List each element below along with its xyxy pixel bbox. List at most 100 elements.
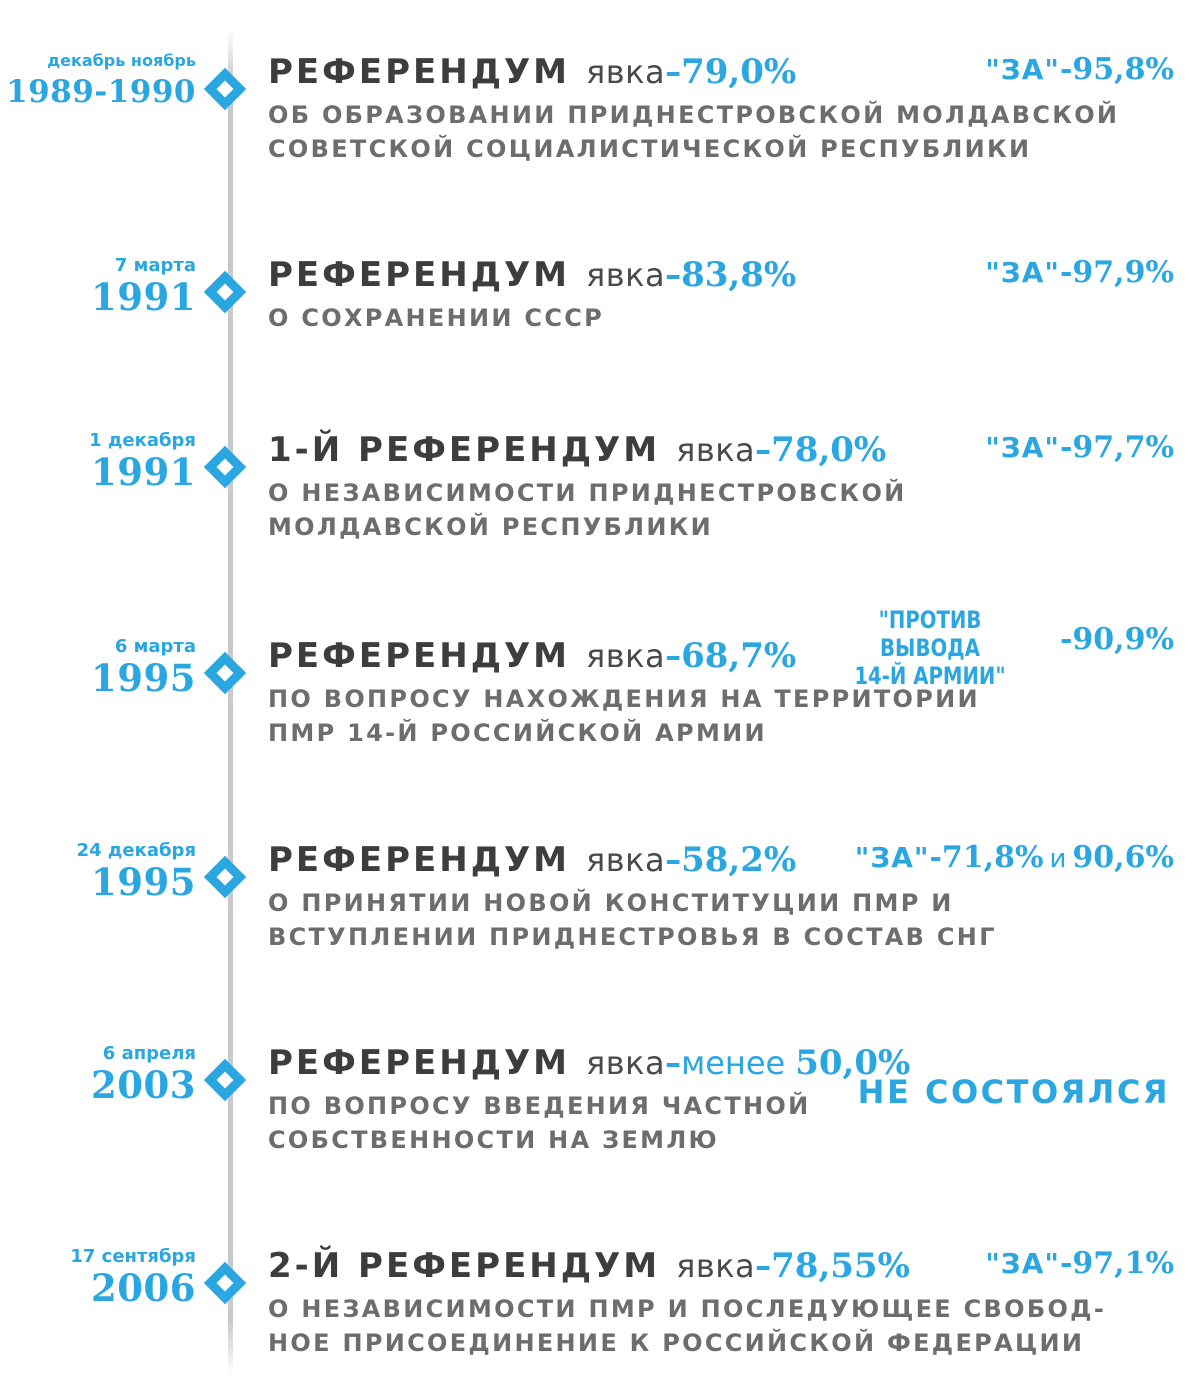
turnout-value: 83,8% [681, 255, 797, 295]
description-line: О СОХРАНЕНИИ СССР [268, 304, 605, 332]
entry-heading: 1-Й РЕФЕРЕНДУМ явка–78,0% [268, 430, 886, 474]
referendum-description: ПО ВОПРОСУ НАХОЖДЕНИЯ НА ТЕРРИТОРИИ ПМР … [268, 682, 980, 750]
turnout-value: 79,0% [681, 52, 797, 92]
entry-date: 6 апреля 2003 [91, 1043, 196, 1105]
entry-date-day: 1 декабря [89, 430, 196, 451]
timeline-line [228, 30, 233, 1375]
turnout-dash: – [755, 1247, 772, 1285]
referendum-title: РЕФЕРЕНДУМ [268, 52, 571, 92]
result-label: "ЗА" [985, 1247, 1060, 1280]
turnout-dash: – [665, 1044, 682, 1082]
entry-date-day: декабрь ноябрь [47, 51, 196, 70]
referendum-description: О НЕЗАВИСИМОСТИ ПРИДНЕСТРОВСКОЙ МОЛДАВСК… [268, 476, 907, 544]
description-line: ВСТУПЛЕНИИ ПРИДНЕСТРОВЬЯ В СОСТАВ СНГ [268, 923, 997, 951]
turnout-dash: – [665, 841, 682, 879]
vote-result: "ЗА"-97,7% [985, 430, 1174, 465]
entry-date-year: 1989-1990 [6, 74, 196, 110]
result-label: "ЗА" [985, 431, 1060, 464]
entry-date: 17 сентября 2006 [70, 1246, 196, 1308]
referendum-title: 2-Й РЕФЕРЕНДУМ [268, 1246, 661, 1286]
description-line: ПМР 14-Й РОССИЙСКОЙ АРМИИ [268, 719, 767, 747]
diamond-marker-icon [203, 1058, 247, 1102]
entry-heading: РЕФЕРЕНДУМ явка–68,7% [268, 636, 796, 680]
entry-date-day: 7 марта [114, 255, 196, 276]
result-value-second: 90,6% [1072, 840, 1174, 875]
entry-date: 6 марта 1995 [91, 636, 196, 698]
diamond-marker-icon [203, 445, 247, 489]
entry-heading: РЕФЕРЕНДУМ явка–79,0% [268, 52, 796, 96]
entry-date-day: 24 декабря [76, 840, 196, 861]
diamond-marker-icon [203, 855, 247, 899]
referendum-description: О СОХРАНЕНИИ СССР [268, 301, 604, 335]
turnout-value: 50,0% [795, 1043, 911, 1083]
description-line: МОЛДАВСКОЙ РЕСПУБЛИКИ [268, 513, 714, 541]
turnout-dash: – [665, 637, 682, 675]
result-value: -97,9% [1059, 255, 1174, 290]
vote-result: "ЗА"-97,9% [985, 255, 1174, 290]
result-label: "ЗА" [985, 256, 1060, 289]
turnout-value: 58,2% [681, 840, 797, 880]
result-value: -97,7% [1059, 430, 1174, 465]
result-label-line: 14-Й АРМИИ" [854, 662, 1006, 690]
entry-date-day: 6 апреля [102, 1043, 196, 1064]
entry-date: 24 декабря 1995 [77, 840, 196, 902]
referendum-title: 1-Й РЕФЕРЕНДУМ [268, 430, 661, 470]
referendum-title: РЕФЕРЕНДУМ [268, 636, 571, 676]
entry-date: декабрь ноябрь 1989-1990 [6, 50, 196, 112]
vote-result: "ЗА"-95,8% [985, 52, 1174, 87]
referendum-title: РЕФЕРЕНДУМ [268, 255, 571, 295]
result-label: "ЗА" [985, 53, 1060, 86]
vote-result: "ЗА"-71,8% и 90,6% [855, 840, 1174, 875]
vote-result: "ЗА"-97,1% [985, 1246, 1174, 1281]
description-line: ОБ ОБРАЗОВАНИИ ПРИДНЕСТРОВСКОЙ МОЛДАВСКО… [268, 101, 1120, 129]
result-value: -71,8% [929, 840, 1044, 875]
status-badge: НЕ СОСТОЯЛСЯ [857, 1073, 1170, 1111]
entry-heading: РЕФЕРЕНДУМ явка–менее 50,0% [268, 1043, 910, 1087]
entry-date-year: 1995 [91, 656, 196, 700]
result-value: -95,8% [1059, 52, 1174, 87]
turnout-dash: – [755, 431, 772, 469]
turnout-dash: – [665, 53, 682, 91]
referendum-title: РЕФЕРЕНДУМ [268, 1043, 571, 1083]
diamond-marker-icon [203, 270, 247, 314]
entry-date: 1 декабря 1991 [89, 430, 196, 492]
description-line: О НЕЗАВИСИМОСТИ ПМР И ПОСЛЕДУЮЩЕЕ СВОБОД… [268, 1295, 1107, 1323]
entry-date-year: 2006 [91, 1266, 196, 1310]
referendum-description: ПО ВОПРОСУ ВВЕДЕНИЯ ЧАСТНОЙ СОБСТВЕННОСТ… [268, 1089, 810, 1157]
turnout-label: явка [586, 637, 666, 675]
entry-date-day: 17 сентября [70, 1246, 196, 1267]
turnout-label: явка [676, 431, 756, 469]
result-label-line: "ПРОТИВ ВЫВОДА [878, 606, 982, 662]
result-conjunction: и [1049, 844, 1067, 874]
diamond-marker-icon [203, 1261, 247, 1305]
turnout-label: явка [586, 1044, 666, 1082]
entry-heading: РЕФЕРЕНДУМ явка–58,2% [268, 840, 796, 884]
referendum-description: О ПРИНЯТИИ НОВОЙ КОНСТИТУЦИИ ПМР И ВСТУП… [268, 886, 997, 954]
entry-heading: 2-Й РЕФЕРЕНДУМ явка–78,55% [268, 1246, 910, 1290]
vote-result-label: "ПРОТИВ ВЫВОДА 14-Й АРМИИ" [832, 606, 1029, 690]
description-line: ПО ВОПРОСУ ВВЕДЕНИЯ ЧАСТНОЙ [268, 1092, 811, 1120]
turnout-value: 78,55% [771, 1246, 910, 1286]
entry-date-year: 1991 [91, 275, 196, 319]
diamond-marker-icon [203, 67, 247, 111]
turnout-qualifier: менее [681, 1044, 786, 1082]
entry-date-year: 2003 [91, 1063, 196, 1107]
referendum-description: ОБ ОБРАЗОВАНИИ ПРИДНЕСТРОВСКОЙ МОЛДАВСКО… [268, 98, 1119, 166]
entry-date-year: 1995 [91, 860, 196, 904]
turnout-label: явка [676, 1247, 756, 1285]
entry-heading: РЕФЕРЕНДУМ явка–83,8% [268, 255, 796, 299]
description-line: О ПРИНЯТИИ НОВОЙ КОНСТИТУЦИИ ПМР И [268, 889, 954, 917]
description-line: СОВЕТСКОЙ СОЦИАЛИСТИЧЕСКОЙ РЕСПУБЛИКИ [268, 135, 1032, 163]
description-line: ПО ВОПРОСУ НАХОЖДЕНИЯ НА ТЕРРИТОРИИ [268, 685, 980, 713]
turnout-dash: – [665, 256, 682, 294]
entry-date-year: 1991 [91, 450, 196, 494]
description-line: О НЕЗАВИСИМОСТИ ПРИДНЕСТРОВСКОЙ [268, 479, 907, 507]
entry-date: 7 марта 1991 [91, 255, 196, 317]
turnout-value: 78,0% [771, 430, 887, 470]
entry-date-day: 6 марта [114, 636, 196, 657]
result-value: -97,1% [1059, 1246, 1174, 1281]
result-label: "ЗА" [854, 841, 930, 874]
description-line: НОЕ ПРИСОЕДИНЕНИЕ К РОССИЙСКОЙ ФЕДЕРАЦИИ [268, 1329, 1085, 1357]
referendum-title: РЕФЕРЕНДУМ [268, 840, 571, 880]
turnout-value: 68,7% [681, 636, 797, 676]
